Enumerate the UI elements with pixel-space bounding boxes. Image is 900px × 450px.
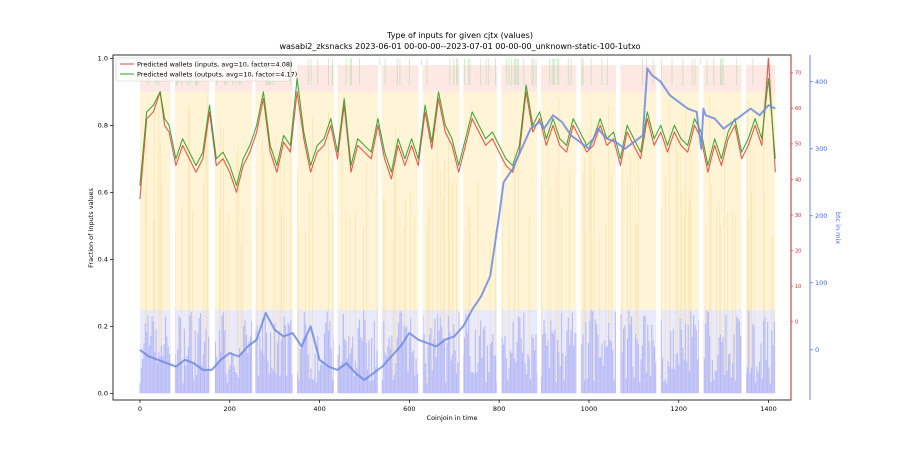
x-tick-label: 1200 <box>670 405 687 413</box>
y-tick-label: 0.4 <box>98 256 108 264</box>
inputs-series-line <box>139 57 776 200</box>
gap-column <box>252 65 256 397</box>
gap-column <box>333 65 338 397</box>
x-tick-label: 1000 <box>581 405 598 413</box>
gap-column <box>209 65 215 397</box>
x-tick-label: 400 <box>313 405 325 413</box>
y-tick-label: 0.2 <box>98 323 108 331</box>
gap-column <box>377 65 382 397</box>
gap-column <box>496 65 502 397</box>
red-tick-label: 50 <box>795 142 801 148</box>
red-tick-label: 40 <box>795 177 801 183</box>
legend-label-outputs: Predicted wallets (outputs, avg=10, fact… <box>137 71 297 79</box>
x-axis-label: Coinjoin in time <box>427 414 478 422</box>
blue-tick-label: 300 <box>815 145 827 153</box>
y-tick-label: 1.0 <box>98 55 108 63</box>
x-tick-label: 1400 <box>760 405 777 413</box>
legend: Predicted wallets (inputs, avg=10, facto… <box>115 57 297 82</box>
x-axis-ticks: 0 200 400 600 800 1000 1200 1400 <box>138 400 777 413</box>
blue-tick-label: 400 <box>815 78 827 86</box>
y-axis-ticks: 0.0 0.2 0.4 0.6 0.8 1.0 <box>98 55 113 398</box>
chart-title: Type of inputs for given cjtx (values) <box>386 31 533 40</box>
gap-column <box>418 65 423 397</box>
gap-column <box>170 65 175 397</box>
blue-tick-label: 200 <box>815 212 827 220</box>
gap-columns <box>170 65 747 397</box>
gap-column <box>576 65 581 397</box>
red-tick-label: 30 <box>795 213 801 219</box>
outputs-series-line <box>139 77 776 187</box>
gap-column <box>459 65 464 397</box>
legend-label-inputs: Predicted wallets (inputs, avg=10, facto… <box>137 61 293 69</box>
y-tick-label: 0.8 <box>98 122 108 130</box>
y-axis-label: Fraction of inputs values <box>87 188 95 268</box>
red-tick-label: 0 <box>795 320 798 326</box>
red-tick-label: 60 <box>795 106 801 112</box>
blue-tick-label: 0 <box>815 346 819 354</box>
gap-column <box>615 65 621 397</box>
yellow-band <box>139 91 776 310</box>
red-tick-label: 20 <box>795 248 801 254</box>
red-right-axis-ticks: 0 10 20 30 40 50 60 70 <box>790 55 801 400</box>
x-tick-label: 800 <box>493 405 505 413</box>
gap-column <box>741 65 747 397</box>
gap-column <box>537 65 541 397</box>
btc-in-mix-line <box>139 67 776 381</box>
chart-subtitle: wasabi2_zksnacks 2023-06-01 00-00-00--20… <box>279 42 640 51</box>
blue-tick-label: 100 <box>815 279 827 287</box>
legend-box <box>115 57 291 82</box>
red-tick-label: 70 <box>795 71 801 77</box>
x-tick-label: 0 <box>138 405 142 413</box>
gap-column <box>656 65 661 397</box>
series-layer <box>139 57 776 381</box>
right-axis-label: btc in mix <box>834 212 842 244</box>
x-tick-label: 200 <box>224 405 236 413</box>
y-tick-label: 0.0 <box>98 390 108 398</box>
gap-column <box>698 65 704 397</box>
red-tick-label: 10 <box>795 284 801 290</box>
background-fill-area <box>139 58 776 394</box>
gap-column <box>292 65 298 397</box>
y-tick-label: 0.6 <box>98 189 108 197</box>
x-tick-label: 600 <box>403 405 415 413</box>
blue-right-axis-ticks: 0 100 200 300 400 <box>809 55 827 400</box>
